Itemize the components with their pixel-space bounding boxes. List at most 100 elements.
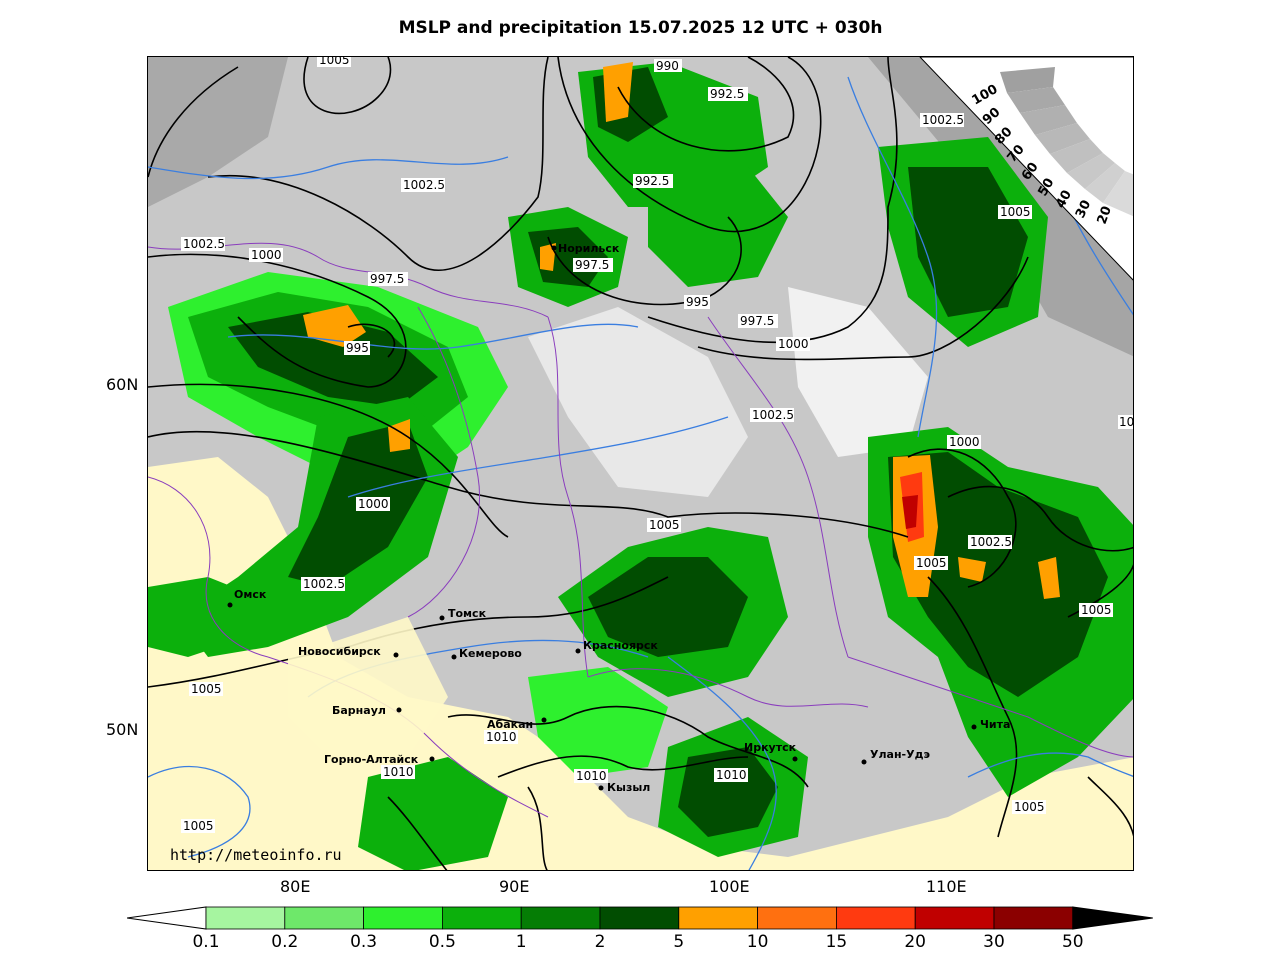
city-ulan-ude: Улан-Удэ: [861, 748, 930, 765]
isobar-label: 1010: [576, 769, 607, 783]
svg-text:Иркутск: Иркутск: [744, 741, 797, 754]
map-area: 1005 990 992.5 1002.5 992.5 1002.5 1002.…: [147, 56, 1134, 871]
isobar-label: 1002.5: [183, 237, 225, 251]
isobar-label: 1010: [486, 730, 517, 744]
svg-text:Красноярск: Красноярск: [583, 639, 658, 652]
svg-text:20: 20: [1095, 204, 1115, 226]
isobar-label: 1010: [716, 768, 747, 782]
isobar-label: 1005: [1081, 603, 1112, 617]
city-abakan: Абакан: [487, 717, 547, 731]
lon-label-80e: 80E: [280, 877, 311, 896]
svg-text:Норильск: Норильск: [558, 242, 620, 255]
city-gorno-altaysk: Горно-Алтайск: [324, 753, 435, 766]
svg-text:Кемерово: Кемерово: [459, 647, 522, 660]
isobar-label: 1000: [358, 497, 389, 511]
isobar-label: 1005: [649, 518, 680, 532]
isobar-label: 1002.5: [970, 535, 1012, 549]
clear-patch-center: [528, 307, 748, 497]
colorbar-over-triangle: [1072, 906, 1153, 930]
svg-text:Омск: Омск: [234, 588, 267, 601]
colorbar-tick-label: 0.2: [271, 932, 299, 952]
lon-label-90e: 90E: [499, 877, 530, 896]
dry-region-altai: [288, 617, 448, 757]
city-tomsk: Томск: [439, 607, 487, 621]
city-markers: Норильск Омск Томск Новосибирск Кемерово…: [227, 242, 1010, 794]
city-norilsk: Норильск: [551, 242, 620, 255]
colorbar-tick-label: 50: [1061, 932, 1084, 952]
isobar-label: 10: [1119, 415, 1134, 429]
wind-scale-wedges: [1000, 67, 1133, 217]
isobar-label: 995: [346, 341, 369, 355]
isobar-label: 997.5: [370, 272, 404, 286]
colorbar-segment: [757, 906, 837, 930]
isobar-label: 1010: [383, 765, 414, 779]
city-krasnoyarsk: Красноярск: [575, 639, 658, 654]
svg-text:Томск: Томск: [448, 607, 487, 620]
city-irkutsk: Иркутск: [744, 741, 798, 762]
colorbar-tick-label: 0.5: [428, 932, 456, 952]
precipitation-map: 1005 990 992.5 1002.5 992.5 1002.5 1002.…: [148, 57, 1134, 870]
lat-label-50n: 50N: [106, 720, 139, 739]
colorbar-segment: [993, 906, 1074, 930]
colorbar-segment: [914, 906, 995, 930]
isobar-label: 997.5: [575, 258, 609, 272]
city-kyzyl: Кызыл: [598, 781, 650, 794]
isobar-label: 1005: [1000, 205, 1031, 219]
svg-text:Абакан: Абакан: [487, 718, 533, 731]
isobar-label: 1002.5: [303, 577, 345, 591]
svg-text:Новосибирск: Новосибирск: [298, 645, 381, 658]
lat-label-60n: 60N: [106, 375, 139, 394]
isobar-label: 990: [656, 59, 679, 73]
isobar-label: 1002.5: [752, 408, 794, 422]
isobar-label: 1000: [251, 248, 282, 262]
city-novosibirsk: Новосибирск: [298, 645, 399, 658]
colorbar-segment: [205, 906, 286, 930]
lon-label-100e: 100E: [709, 877, 750, 896]
svg-text:Чита: Чита: [980, 718, 1010, 731]
svg-text:Кызыл: Кызыл: [607, 781, 650, 794]
isobar-label: 1000: [778, 337, 809, 351]
colorbar-tick-label: 5: [673, 932, 685, 952]
isobar-label: 1002.5: [403, 178, 445, 192]
cloud-shade-nw: [148, 57, 288, 207]
source-url: http://meteoinfo.ru: [170, 846, 342, 864]
city-chita: Чита: [971, 718, 1010, 731]
isobar-label: 1005: [191, 682, 222, 696]
svg-text:30: 30: [1073, 198, 1094, 221]
colorbar-segment: [599, 906, 680, 930]
lon-label-110e: 110E: [926, 877, 967, 896]
isobar-label: 1005: [319, 57, 350, 67]
colorbar-segment: [520, 906, 601, 930]
isobar-labels: 1005 990 992.5 1002.5 992.5 1002.5 1002.…: [181, 57, 1134, 833]
city-barnaul: Барнаул: [332, 704, 402, 717]
isobar-label: 1002.5: [922, 113, 964, 127]
isobar-label: 997.5: [740, 314, 774, 328]
admin-borders: [148, 242, 1133, 818]
isobar-label: 1005: [916, 556, 947, 570]
isobar-label: 992.5: [710, 87, 744, 101]
colorbar-tick-label: 0.3: [350, 932, 378, 952]
isobar-label: 995: [686, 295, 709, 309]
isobars: [148, 57, 1133, 870]
colorbar-segment: [363, 906, 443, 930]
chart-title: MSLP and precipitation 15.07.2025 12 UTC…: [398, 18, 883, 38]
svg-text:Барнаул: Барнаул: [332, 704, 386, 717]
colorbar-under-triangle: [127, 906, 207, 930]
colorbar-tick-label: 30: [983, 932, 1005, 952]
city-omsk: Омск: [227, 588, 267, 608]
svg-text:Улан-Удэ: Улан-Удэ: [870, 748, 930, 761]
colorbar-tick-label: 1: [515, 932, 527, 952]
clear-patch-east: [788, 287, 928, 457]
colorbar-tick-label: 2: [594, 932, 606, 952]
colorbar-tick-label: 10: [746, 932, 769, 952]
colorbar-tick-label: 15: [825, 932, 848, 952]
isobar-label: 992.5: [635, 174, 669, 188]
city-kemerovo: Кемерово: [451, 647, 522, 660]
svg-text:Горно-Алтайск: Горно-Алтайск: [324, 753, 419, 766]
colorbar-segment: [678, 906, 758, 930]
colorbar-segment: [284, 906, 365, 930]
precipitation-colorbar: [127, 906, 1153, 930]
colorbar-tick-label: 0.1: [192, 932, 220, 952]
colorbar-segment: [441, 906, 522, 930]
colorbar-segment: [836, 906, 916, 930]
